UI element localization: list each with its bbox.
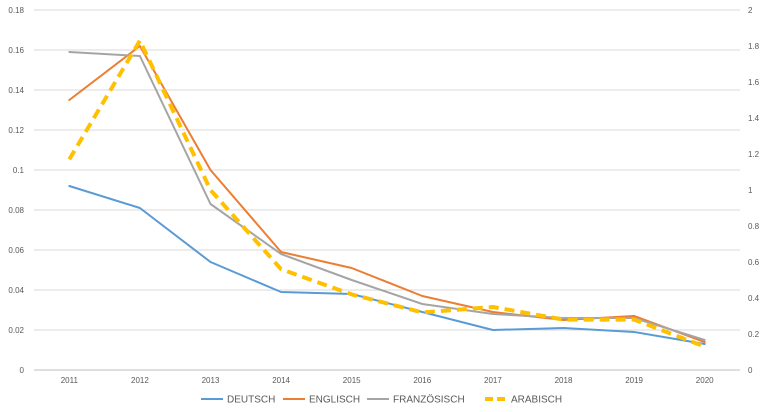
legend-label-arabisch: ARABISCH xyxy=(511,395,562,406)
y-right-tick-label: 0.4 xyxy=(748,294,760,303)
axes: 0 0.02 0.04 0.06 0.08 0.1 0.12 0.14 0.16 0.18 0 0.2… xyxy=(8,6,759,385)
y-left-tick-label: 0.18 xyxy=(8,6,24,15)
y-right-tick-label: 1.2 xyxy=(748,150,760,159)
y-left-tick-label: 0.02 xyxy=(8,326,24,335)
y-left-tick-label: 0 xyxy=(20,366,25,375)
gridlines xyxy=(34,9,740,331)
y-right-tick-label: 2 xyxy=(748,6,753,15)
x-tick-label: 2012 xyxy=(131,376,149,385)
y-right-tick-label: 1.4 xyxy=(748,114,760,123)
legend: DEUTSCH ENGLISCH FRANZÖSISCH ARABISCH xyxy=(201,394,562,406)
y-left-tick-label: 0.08 xyxy=(8,206,24,215)
x-tick-label: 2013 xyxy=(202,376,220,385)
y-left-tick-label: 0.06 xyxy=(8,246,24,255)
x-tick-label: 2016 xyxy=(413,376,431,385)
y-left-tick-label: 0.14 xyxy=(8,86,24,95)
y-left-tick-label: 0.04 xyxy=(8,286,24,295)
legend-label-englisch: ENGLISCH xyxy=(309,395,360,406)
x-tick-label: 2018 xyxy=(555,376,573,385)
legend-label-französisch: FRANZÖSISCH xyxy=(393,394,465,406)
y-left-tick-label: 0.16 xyxy=(8,46,24,55)
y-right-tick-label: 1.8 xyxy=(748,42,760,51)
y-right-tick-label: 1 xyxy=(748,186,753,195)
x-tick-label: 2019 xyxy=(625,376,643,385)
y-right-tick-label: 1.6 xyxy=(748,78,760,87)
x-tick-label: 2017 xyxy=(484,376,502,385)
x-tick-label: 2015 xyxy=(343,376,361,385)
series-lines xyxy=(67,38,706,349)
y-right-tick-label: 0 xyxy=(748,366,753,375)
x-tick-label: 2020 xyxy=(696,376,714,385)
legend-label-deutsch: DEUTSCH xyxy=(227,395,275,406)
y-left-tick-label: 0.1 xyxy=(13,166,25,175)
series-line-französisch xyxy=(68,51,706,341)
x-tick-label: 2011 xyxy=(61,376,79,385)
y-right-tick-label: 0.8 xyxy=(748,222,760,231)
series-line-arabisch xyxy=(67,38,706,349)
y-left-tick-label: 0.12 xyxy=(8,126,24,135)
y-right-tick-label: 0.2 xyxy=(748,330,760,339)
x-tick-label: 2014 xyxy=(272,376,290,385)
y-right-tick-label: 0.6 xyxy=(748,258,760,267)
